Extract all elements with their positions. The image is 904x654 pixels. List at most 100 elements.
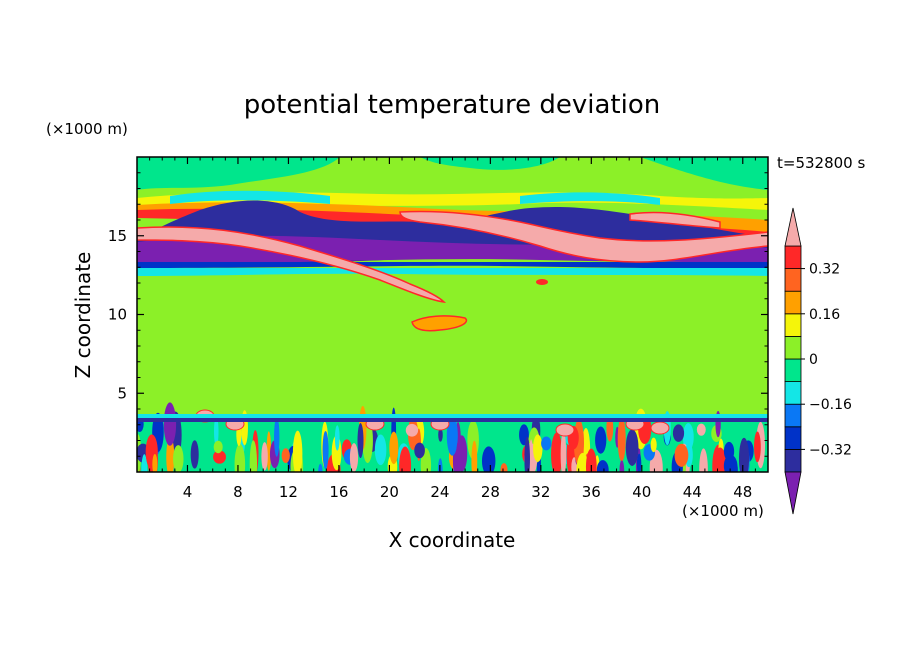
turbulence-cell [617,416,626,462]
x-tick-label: 32 [531,483,550,501]
turbulence-cell [266,431,272,471]
turbulence-cell [699,448,708,472]
colorbar-bin [784,290,802,315]
pink-streak-upper [399,210,768,263]
colorbar-bin [784,335,802,360]
chart-title: potential temperature deviation [244,90,660,120]
upper-cyan-band [170,190,660,205]
x-tick-label: 44 [683,483,702,501]
turbulence-cell [560,431,567,472]
colorbar-tick-label: 0.16 [809,307,840,323]
x-tick-label: 40 [632,483,651,501]
y-unit-label: (×1000 m) [46,120,128,138]
pink-patch-right [629,211,721,229]
colorbar-bin [784,268,802,292]
turbulence-cell [524,436,530,472]
turbulence-cell [456,435,468,472]
colorbar-tick-label: −0.16 [809,397,852,413]
turbulence-cell [551,432,563,472]
y-axis-label: Z coordinate [71,252,95,379]
turbulence-cell [414,442,425,459]
colorbar-extend-max [784,207,802,247]
turbulent-cells [137,402,766,472]
x-tick-label: 48 [733,483,752,501]
turbulence-cell [213,450,226,464]
turbulence-cell [349,443,359,472]
colorbar-bin [784,448,802,473]
pink-streak-main [137,226,447,304]
turbulence-cell [438,428,443,442]
turbulence-cell [374,434,387,466]
red-dot [536,279,548,285]
boundary-cap-blue [137,418,768,422]
x-tick-label: 28 [481,483,500,501]
turbulence-cell [318,463,323,472]
turbulence-cell [541,436,552,451]
x-tick-label: 36 [582,483,601,501]
colorbar-bin [784,426,802,450]
x-tick-label: 16 [329,483,348,501]
turbulence-cell [619,460,625,472]
turbulence-cell [234,443,246,472]
turbulence-pink-patch [555,423,575,437]
turbulence-cell [405,423,419,437]
turbulence-cell [261,442,268,471]
turbulence-cell [166,436,175,472]
x-tick-label: 20 [380,483,399,501]
turbulence-cell [322,430,329,470]
turbulence-cell [595,426,607,454]
turbulence-cell [190,440,199,469]
turbulence-cell [754,431,761,463]
x-tick-label: 4 [183,483,193,501]
colorbar-bin [784,313,802,337]
turbulence-cell [529,439,534,472]
x-tick-label: 8 [233,483,243,501]
turbulence-cell [334,425,340,451]
turbulence-cell [696,423,706,436]
colorbar-bin [784,381,802,405]
turbulence-cell [723,441,735,461]
turbulence-cell [141,454,148,472]
cyan-lower-edge [137,268,768,276]
x-tick-label: 24 [430,483,449,501]
time-label: t=532800 s [777,154,865,172]
turbulence-cell [672,424,685,442]
turbulence-cell [585,448,597,472]
turbulence-cell [357,423,364,459]
colorbar: 0.32 0.16 0 −0.16 −0.32 [784,207,852,515]
x-axis-label: X coordinate [389,528,516,552]
turbulence-cell [650,437,657,453]
turbulence-cell [625,429,639,466]
turbulence-cell [173,445,184,472]
turbulence-cell [399,446,412,472]
turbulence-cell [213,440,223,454]
y-ticks: 5 10 15 [108,172,768,457]
upper-green-patches [137,157,768,190]
turbulence-cell [596,460,609,472]
turbulence-cell [446,415,458,456]
turbulence-cell [249,440,258,472]
colorbar-extend-min [784,471,802,515]
turbulence-cell [274,417,280,457]
turbulence-cell [471,440,478,472]
turbulence-cell [281,448,290,464]
x-ticks: 4 8 12 16 20 24 28 32 36 40 44 48 [149,157,756,501]
turbulence-cell [739,437,750,472]
turbulence-pink-patch [650,421,670,435]
colorbar-bin [784,358,802,383]
plot-area [137,157,768,472]
upper-blue-sublayer [137,262,768,270]
turbulence-cell [714,447,726,472]
turbulence-cell [581,453,586,471]
colorbar-tick-label: −0.32 [809,442,852,458]
turbulence-cell [682,423,694,451]
turbulence-cell [674,443,689,467]
colorbar-bin [784,245,802,270]
y-tick-label: 10 [108,306,127,324]
colorbar-tick-label: 0 [809,352,818,368]
turbulence-cell [292,430,303,472]
colorbar-tick-label: 0.32 [809,262,840,278]
colorbar-bin [784,403,802,428]
turbulence-cell [481,446,496,472]
